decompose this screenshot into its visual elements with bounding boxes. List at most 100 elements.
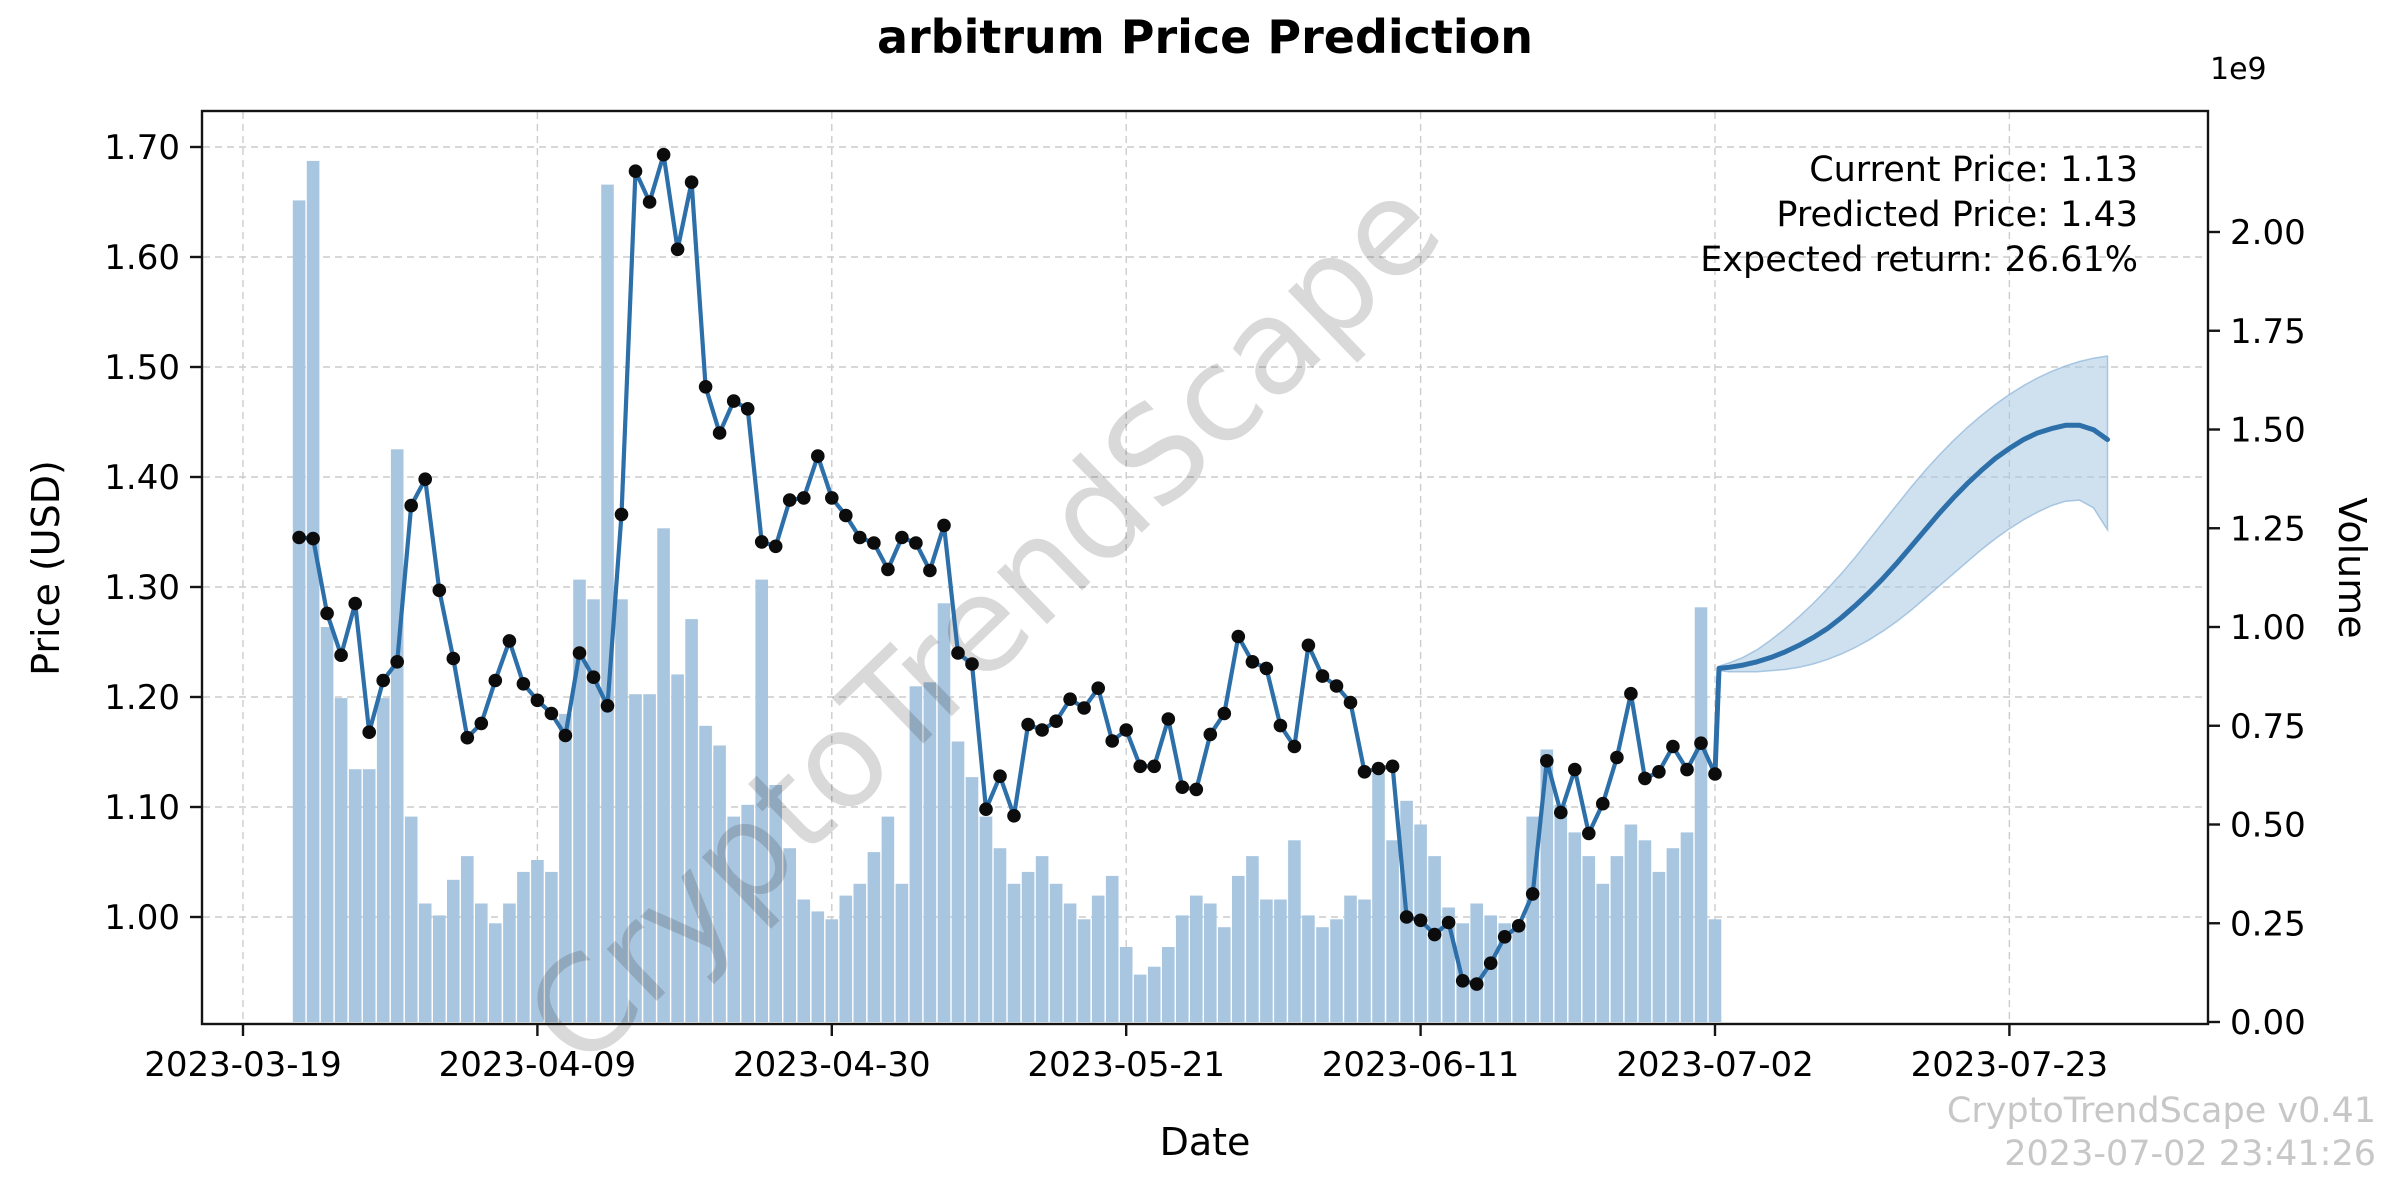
price-point: [754, 535, 769, 549]
price-point: [1343, 695, 1358, 710]
price-point: [684, 175, 699, 189]
volume-bar: [292, 200, 306, 1022]
volume-tick-label: 1.50: [2230, 411, 2306, 451]
price-point: [1652, 765, 1666, 779]
volume-bar: [951, 741, 965, 1022]
price-point: [867, 536, 881, 550]
price-point: [1287, 739, 1302, 754]
price-point: [558, 728, 573, 743]
volume-bar: [643, 694, 656, 1022]
price-point: [1427, 927, 1442, 942]
volume-tick-label: 1.00: [2230, 608, 2306, 648]
date-tick-label: 2023-07-02: [1616, 1045, 1814, 1085]
volume-bar: [447, 879, 460, 1022]
price-tick-label: 1.50: [104, 348, 180, 388]
volume-bar: [1302, 915, 1315, 1022]
price-point: [292, 530, 306, 545]
date-tick-label: 2023-04-30: [733, 1045, 931, 1085]
volume-bar: [1035, 856, 1049, 1022]
price-point: [432, 583, 447, 598]
price-point: [1175, 780, 1190, 794]
price-point: [1497, 930, 1512, 944]
volume-bar: [1708, 919, 1722, 1022]
chart-title: arbitrum Price Prediction: [876, 10, 1534, 64]
volume-bar: [1190, 895, 1203, 1022]
volume-bar: [1147, 966, 1161, 1022]
volume-bar: [306, 160, 320, 1022]
price-point: [474, 716, 489, 731]
volume-bar: [559, 713, 572, 1022]
price-point: [1161, 712, 1176, 726]
volume-bar: [1554, 804, 1568, 1023]
volume-bar: [741, 804, 754, 1023]
price-point: [1441, 915, 1456, 930]
volume-bar: [1288, 840, 1301, 1022]
volume-bar: [1274, 899, 1287, 1022]
volume-bar: [699, 725, 712, 1023]
current-price-text: Current Price: 1.13: [1809, 150, 2138, 190]
volume-bar: [1652, 871, 1666, 1022]
price-point: [418, 472, 433, 487]
expected-return-text: Expected return: 26.61%: [1700, 240, 2138, 280]
price-point: [572, 646, 587, 660]
price-point: [460, 730, 475, 745]
volume-bar: [979, 816, 993, 1022]
volume-bar: [334, 698, 348, 1022]
price-point: [1273, 718, 1288, 733]
volume-tick-label: 0.75: [2230, 707, 2306, 747]
volume-bar: [545, 871, 558, 1022]
volume-bar: [1049, 883, 1063, 1023]
price-point: [1666, 739, 1680, 754]
volume-bar: [587, 599, 600, 1022]
volume-axis-label: Volume: [2330, 497, 2374, 639]
volume-bar: [895, 883, 909, 1023]
volume-bar: [418, 903, 432, 1022]
price-point: [1105, 734, 1119, 748]
volume-bar: [1582, 856, 1596, 1022]
tick-labels: 1.00 1.10 1.20 1.30 1.40 1.50 1.60 1.70 0.00 0.25…: [104, 128, 2305, 1085]
volume-bar: [965, 777, 979, 1022]
price-point: [1203, 727, 1218, 742]
price-point: [656, 147, 671, 162]
volume-bar: [839, 895, 853, 1022]
price-point: [628, 164, 643, 178]
volume-bar: [348, 769, 362, 1022]
price-point: [1624, 686, 1638, 701]
predicted-price-text: Predicted Price: 1.43: [1776, 195, 2138, 235]
volume-bar: [475, 903, 488, 1022]
confidence-band: [1718, 355, 2109, 673]
price-point: [698, 380, 713, 394]
price-point: [362, 725, 377, 739]
volume-bar: [503, 903, 516, 1022]
volume-bar: [320, 627, 334, 1022]
price-point: [979, 802, 993, 816]
volume-bar: [1007, 883, 1021, 1023]
price-point: [1694, 736, 1708, 750]
volume-bar: [1021, 871, 1035, 1022]
prediction-line: [1712, 422, 2110, 777]
volume-bar: [811, 911, 825, 1022]
price-point: [1582, 826, 1596, 841]
price-tick-label: 1.40: [104, 458, 180, 498]
price-point: [404, 498, 419, 513]
price-point: [951, 646, 965, 660]
date-tick-label: 2023-04-09: [439, 1045, 637, 1085]
volume-bar: [1204, 903, 1217, 1022]
price-point: [1091, 681, 1105, 695]
volume-bar: [390, 449, 404, 1023]
volume-bar: [1133, 974, 1147, 1022]
volume-bar: [783, 848, 796, 1022]
price-point: [502, 634, 517, 648]
volume-bar: [404, 816, 418, 1022]
date-tick-label: 2023-03-19: [144, 1045, 342, 1085]
volume-bar: [1624, 824, 1638, 1022]
price-point: [1399, 910, 1414, 924]
volume-bar: [1358, 899, 1371, 1022]
volume-bar: [1246, 856, 1259, 1022]
price-point: [516, 677, 531, 691]
price-point: [1329, 679, 1344, 693]
price-point: [1189, 782, 1204, 797]
price-point: [1119, 723, 1133, 737]
price-point: [895, 530, 909, 545]
volume-tick-label: 2.00: [2230, 213, 2306, 253]
